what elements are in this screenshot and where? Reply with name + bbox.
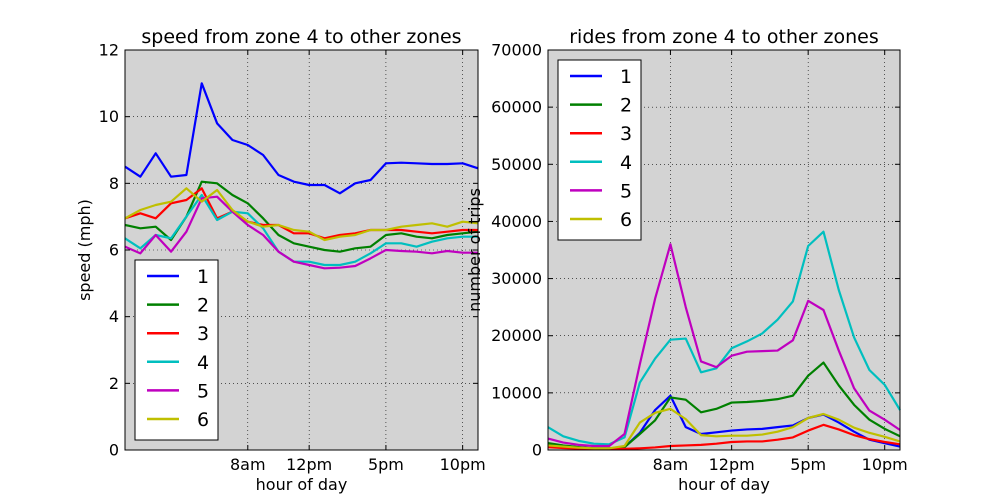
y-tick-label: 10000	[491, 383, 542, 402]
y-tick-label: 20000	[491, 326, 542, 345]
series-line-4	[124, 193, 478, 267]
y-tick-label: 12	[99, 41, 119, 60]
legend-label: 5	[197, 380, 209, 402]
series-line-1	[124, 82, 479, 195]
chart-title: speed from zone 4 to other zones	[141, 26, 461, 48]
series-line-6	[547, 407, 901, 450]
y-tick-label: 40000	[491, 212, 542, 231]
y-tick-label: 60000	[491, 98, 542, 117]
x-tick-label: 8am	[230, 455, 266, 474]
legend-label: 3	[197, 323, 209, 345]
x-tick-label: 12pm	[286, 455, 332, 474]
series-line-5	[547, 243, 901, 448]
legend-label: 2	[620, 95, 632, 117]
x-tick-label: 10pm	[862, 455, 908, 474]
series-line-3	[124, 187, 478, 240]
legend-box	[557, 59, 642, 241]
y-tick-label: 6	[109, 241, 119, 260]
legend-label: 1	[197, 266, 209, 288]
legend-label: 1	[620, 66, 632, 88]
legend-label: 4	[620, 152, 632, 174]
x-axis-label: hour of day	[678, 475, 770, 494]
legend: 1 2 3 4 5 6	[134, 259, 219, 441]
x-tick-label: 8am	[653, 455, 689, 474]
y-tick-label: 0	[109, 441, 119, 460]
legend-label: 5	[620, 180, 632, 202]
series-line-4	[547, 230, 901, 446]
y-tick-label: 8	[109, 174, 119, 193]
legend-label: 6	[620, 209, 632, 231]
y-axis-label: speed (mph)	[75, 199, 94, 301]
legend-box	[134, 259, 219, 441]
legend: 1 2 3 4 5 6	[557, 59, 642, 241]
legend-label: 6	[197, 409, 209, 431]
series-line-5	[124, 195, 478, 270]
legend-label: 3	[620, 123, 632, 145]
y-tick-label: 4	[109, 307, 119, 326]
x-tick-label: 10pm	[440, 455, 486, 474]
chart-title: rides from zone 4 to other zones	[569, 26, 879, 48]
y-tick-label: 10	[99, 107, 119, 126]
x-tick-label: 5pm	[790, 455, 826, 474]
x-axis-label: hour of day	[256, 475, 348, 494]
x-tick-label: 5pm	[368, 455, 404, 474]
y-tick-label: 50000	[491, 155, 542, 174]
y-tick-label: 30000	[491, 269, 542, 288]
y-tick-label: 2	[109, 374, 119, 393]
x-tick-label: 12pm	[709, 455, 755, 474]
y-tick-label: 70000	[491, 41, 542, 60]
y-tick-label: 0	[532, 441, 542, 460]
series-line-6	[124, 187, 479, 242]
legend-label: 2	[197, 295, 209, 317]
legend-label: 4	[197, 352, 209, 374]
rides-chart: 0 10000 20000 30000 40000 50000 60000 70000 8am 1…	[465, 26, 908, 494]
plot-frame	[547, 49, 901, 451]
y-axis-label: number of trips	[465, 188, 484, 312]
